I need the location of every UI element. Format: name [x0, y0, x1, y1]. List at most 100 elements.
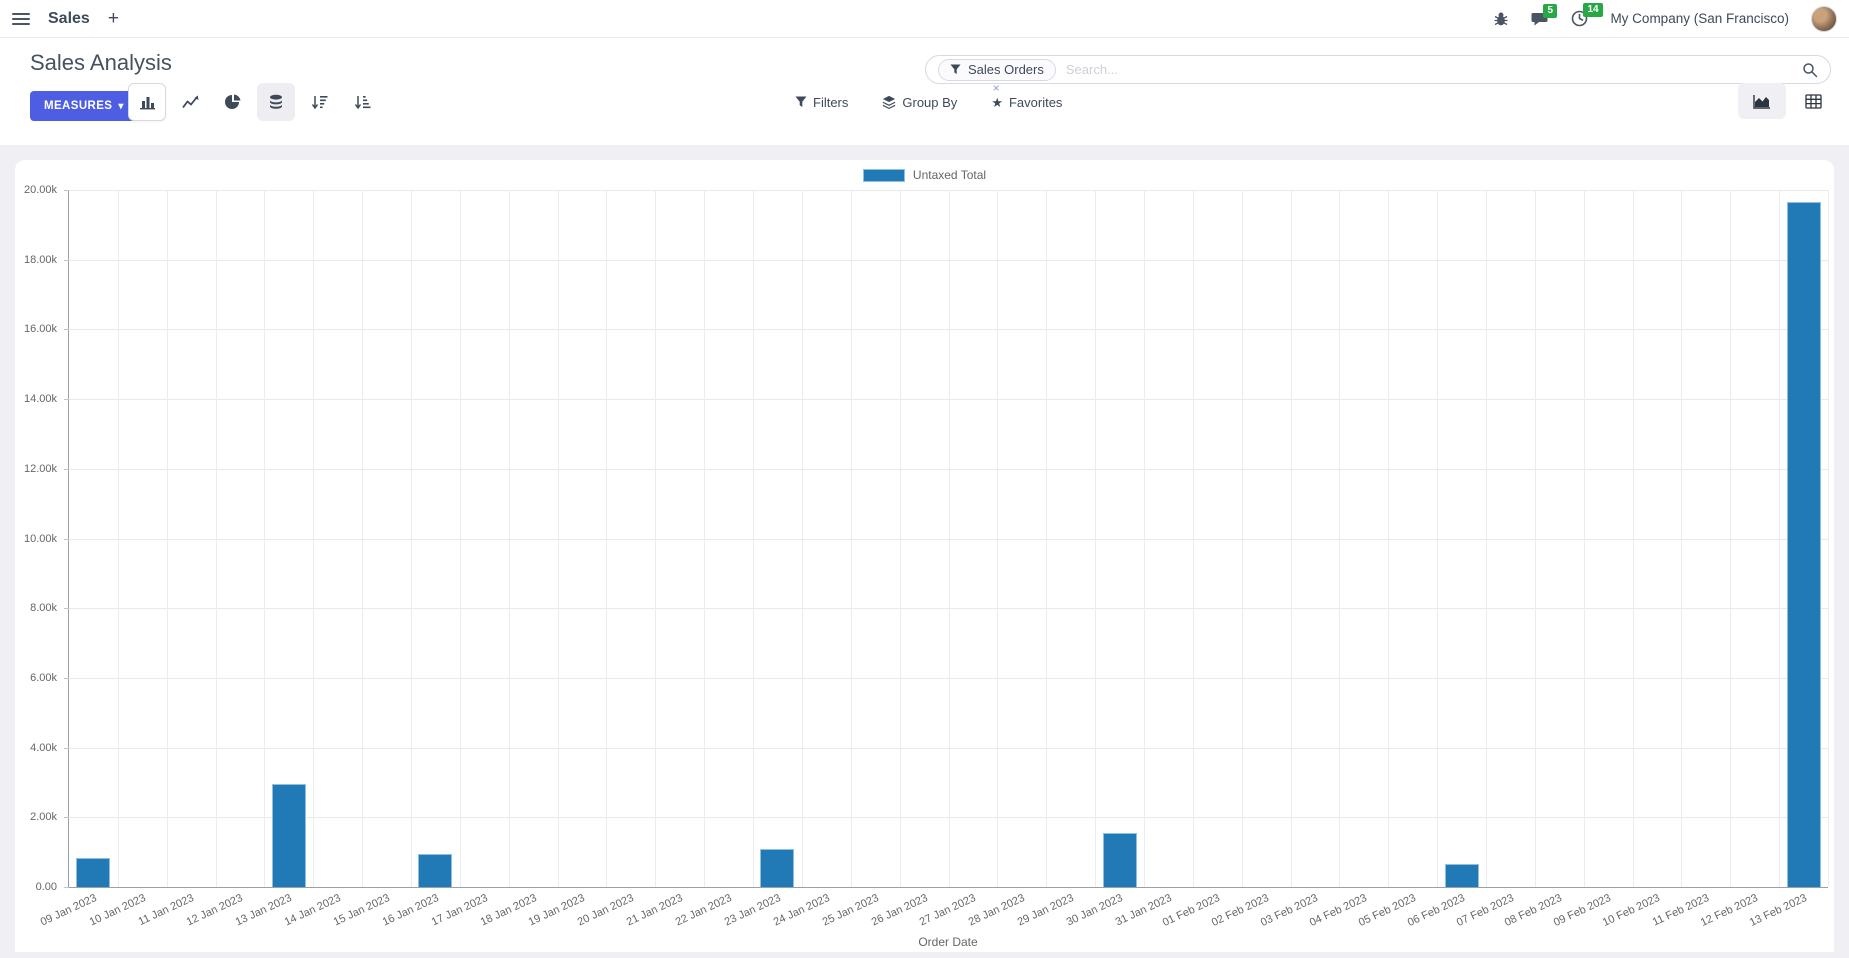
- bar[interactable]: [1102, 833, 1137, 887]
- filters-button[interactable]: Filters: [795, 95, 848, 110]
- v-gridline: [1828, 190, 1829, 887]
- v-gridline: [1632, 190, 1634, 887]
- company-switcher[interactable]: My Company (San Francisco): [1610, 11, 1789, 26]
- y-tick: [64, 190, 69, 191]
- legend-item-untaxed-total[interactable]: Untaxed Total: [15, 168, 1834, 182]
- y-axis-label: 8.00k: [30, 602, 57, 615]
- v-gridline: [264, 190, 266, 887]
- stacked-toggle-button[interactable]: [257, 83, 295, 121]
- v-gridline: [1779, 190, 1781, 887]
- new-tab-plus-button[interactable]: +: [107, 8, 119, 29]
- v-gridline: [557, 190, 559, 887]
- y-axis-label: 10.00k: [23, 532, 57, 545]
- bar[interactable]: [76, 858, 111, 887]
- bar-chart-icon: [139, 96, 155, 109]
- user-avatar[interactable]: [1811, 5, 1837, 32]
- v-gridline: [1583, 190, 1585, 887]
- v-gridline: [997, 190, 999, 887]
- y-axis: 0.00 2.00k 4.00k 6.00k 8.00k 10.00k 12.00k 14.0…: [15, 184, 63, 893]
- control-panel: Sales Analysis MEASURES ▾: [0, 38, 1849, 145]
- debug-bug-icon[interactable]: [1493, 11, 1509, 27]
- v-gridline: [850, 190, 852, 887]
- v-gridline: [1095, 190, 1097, 887]
- y-axis-label: 14.00k: [23, 393, 57, 406]
- sort-descending-icon: [311, 95, 327, 109]
- v-gridline: [1388, 190, 1390, 887]
- page-title: Sales Analysis: [30, 50, 172, 75]
- stacked-database-icon: [270, 94, 282, 109]
- graph-view-button[interactable]: [1738, 83, 1786, 119]
- y-axis-label: 20.00k: [23, 184, 57, 196]
- pie-chart-view-button[interactable]: [214, 83, 252, 121]
- page-background-gap: [0, 145, 1849, 160]
- y-tick: [64, 608, 69, 610]
- y-axis-label: 0.00: [35, 881, 57, 893]
- v-gridline: [704, 190, 706, 887]
- v-gridline: [459, 190, 461, 887]
- group-by-button[interactable]: Group By: [882, 95, 957, 110]
- y-tick: [64, 817, 69, 819]
- sort-ascending-icon: [354, 95, 370, 109]
- v-gridline: [655, 190, 657, 887]
- bar[interactable]: [418, 854, 453, 887]
- v-gridline: [215, 190, 217, 887]
- pivot-view-button[interactable]: [1789, 83, 1837, 119]
- v-gridline: [1046, 190, 1048, 887]
- layers-icon: [883, 95, 896, 109]
- top-navbar: Sales + 5 14 My Company (San Francisco): [0, 0, 1849, 38]
- y-tick: [64, 329, 69, 331]
- y-axis-label: 18.00k: [23, 253, 57, 266]
- favorites-button[interactable]: ★ Favorites: [991, 94, 1063, 110]
- activities-clock-icon[interactable]: 14: [1571, 3, 1603, 27]
- search-input[interactable]: [1065, 62, 1802, 77]
- y-axis-label: 6.00k: [30, 671, 57, 684]
- y-tick: [64, 887, 69, 888]
- v-gridline: [362, 190, 364, 887]
- star-icon: ★: [991, 94, 1003, 110]
- v-gridline: [1730, 190, 1732, 887]
- sort-ascending-button[interactable]: [343, 83, 381, 121]
- y-axis-label: 4.00k: [30, 741, 57, 754]
- y-tick: [64, 677, 69, 679]
- y-axis-label: 12.00k: [23, 462, 57, 475]
- search-facet-sales-orders[interactable]: Sales Orders: [938, 58, 1056, 81]
- v-gridline: [166, 190, 168, 887]
- hamburger-menu-icon[interactable]: [12, 9, 30, 29]
- v-gridline: [1290, 190, 1292, 887]
- app-name[interactable]: Sales: [48, 9, 90, 27]
- line-chart-view-button[interactable]: [171, 83, 209, 121]
- legend-color-swatch: [862, 168, 905, 182]
- y-tick: [64, 468, 69, 470]
- v-gridline: [753, 190, 755, 887]
- bar[interactable]: [1786, 202, 1821, 887]
- v-gridline: [1437, 190, 1439, 887]
- measures-button[interactable]: MEASURES ▾: [30, 91, 138, 121]
- filter-funnel-icon: [795, 96, 807, 107]
- v-gridline: [1485, 190, 1487, 887]
- bar[interactable]: [271, 784, 306, 887]
- v-gridline: [411, 190, 413, 887]
- legend-label: Untaxed Total: [912, 168, 987, 182]
- v-gridline: [1241, 190, 1243, 887]
- activities-count-badge: 14: [1583, 3, 1603, 17]
- pie-chart-icon: [225, 94, 241, 109]
- pivot-table-icon: [1804, 93, 1822, 109]
- bar[interactable]: [1444, 864, 1479, 887]
- sort-descending-button[interactable]: [300, 83, 338, 121]
- y-tick: [64, 747, 69, 749]
- v-gridline: [606, 190, 608, 887]
- v-gridline: [117, 190, 119, 887]
- bar-chart-view-button[interactable]: [128, 83, 166, 121]
- y-axis-label: 16.00k: [23, 323, 57, 336]
- area-chart-icon: [1753, 94, 1770, 109]
- search-bar[interactable]: Sales Orders ×: [925, 55, 1831, 94]
- x-axis-title: Order Date: [918, 935, 978, 949]
- v-gridline: [1534, 190, 1536, 887]
- y-tick: [64, 259, 69, 261]
- chevron-down-icon: ▾: [118, 101, 124, 112]
- messages-icon[interactable]: 5: [1531, 3, 1557, 27]
- search-icon[interactable]: [1802, 62, 1818, 78]
- bar[interactable]: [760, 849, 795, 887]
- remove-facet-button[interactable]: ×: [992, 80, 1000, 95]
- y-tick: [64, 538, 69, 540]
